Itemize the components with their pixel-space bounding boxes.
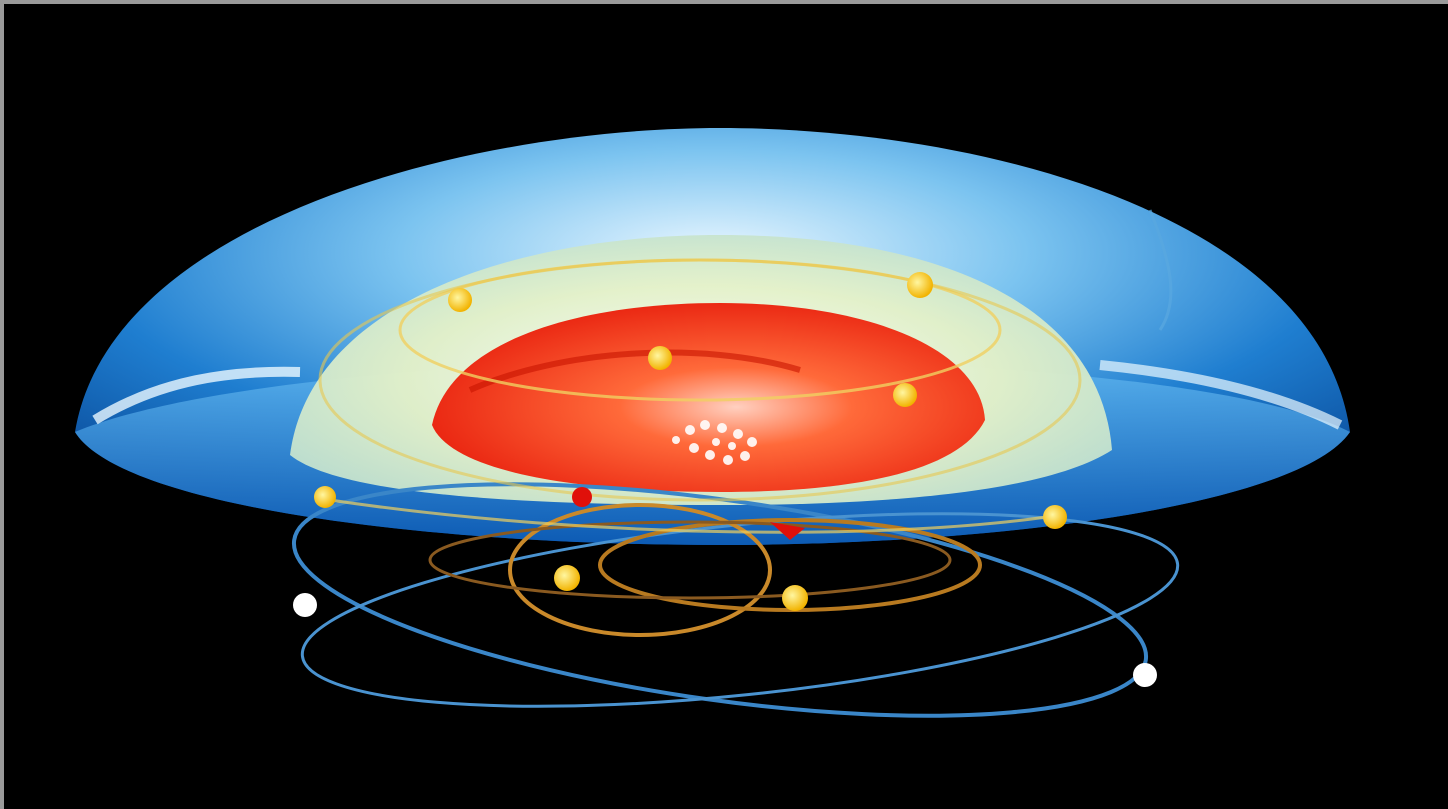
- electron: [572, 487, 592, 507]
- atom-illustration: [75, 128, 1350, 718]
- electrons: [314, 272, 1067, 611]
- electron: [1133, 663, 1157, 687]
- nucleus: [672, 420, 757, 465]
- shell-highlight: [1099, 360, 1343, 430]
- orbits: [291, 209, 1180, 718]
- electron: [770, 522, 805, 540]
- electron: [293, 593, 317, 617]
- core: [432, 303, 985, 492]
- core-streak: [468, 349, 801, 393]
- shell-highlight: [92, 366, 301, 425]
